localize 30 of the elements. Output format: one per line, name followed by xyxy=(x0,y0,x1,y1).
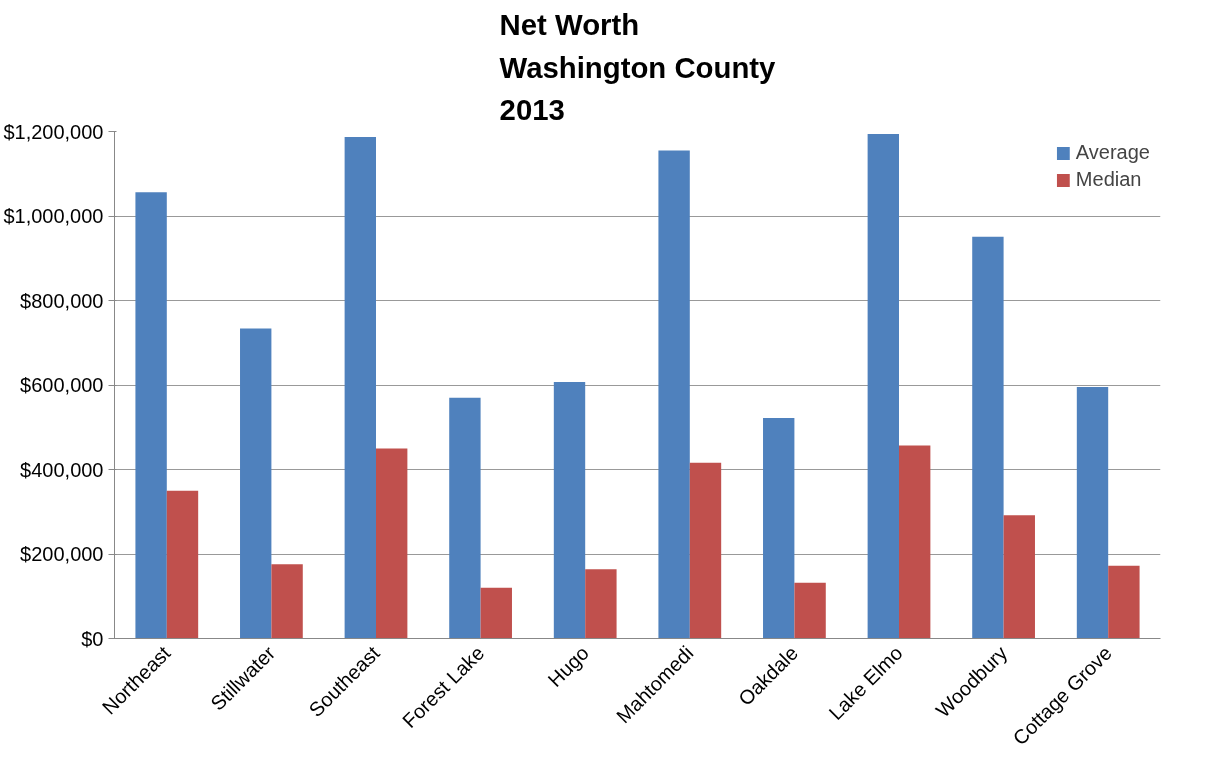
bar xyxy=(166,490,199,639)
y-tick-label: $0 xyxy=(81,627,104,650)
bar xyxy=(1108,565,1140,639)
bar xyxy=(376,448,408,639)
bar xyxy=(899,445,931,639)
bar xyxy=(240,328,272,639)
y-tick-label: $400,000 xyxy=(20,458,104,481)
bar xyxy=(449,397,481,639)
chart-title: Net Worth Washington County 2013 xyxy=(499,7,777,127)
bar xyxy=(480,587,512,639)
legend-label: Median xyxy=(1075,168,1142,191)
y-tick-label: $600,000 xyxy=(20,374,104,396)
y-tick-label: $200,000 xyxy=(20,543,104,565)
legend-label: Average xyxy=(1075,141,1150,164)
y-tick-label: $1,000,000 xyxy=(3,205,104,227)
y-tick-label: $800,000 xyxy=(20,289,104,312)
bar xyxy=(344,136,376,639)
bar xyxy=(553,382,586,639)
bar xyxy=(867,134,899,639)
bar xyxy=(1076,387,1109,639)
bar xyxy=(972,236,1004,639)
bar xyxy=(271,564,303,639)
bar xyxy=(763,417,795,639)
bar xyxy=(689,462,722,639)
bar xyxy=(1003,515,1035,639)
bar xyxy=(658,150,690,639)
bar xyxy=(794,582,826,639)
bar xyxy=(585,569,617,639)
y-tick-label: $1,200,000 xyxy=(3,120,104,143)
bar xyxy=(135,192,167,639)
